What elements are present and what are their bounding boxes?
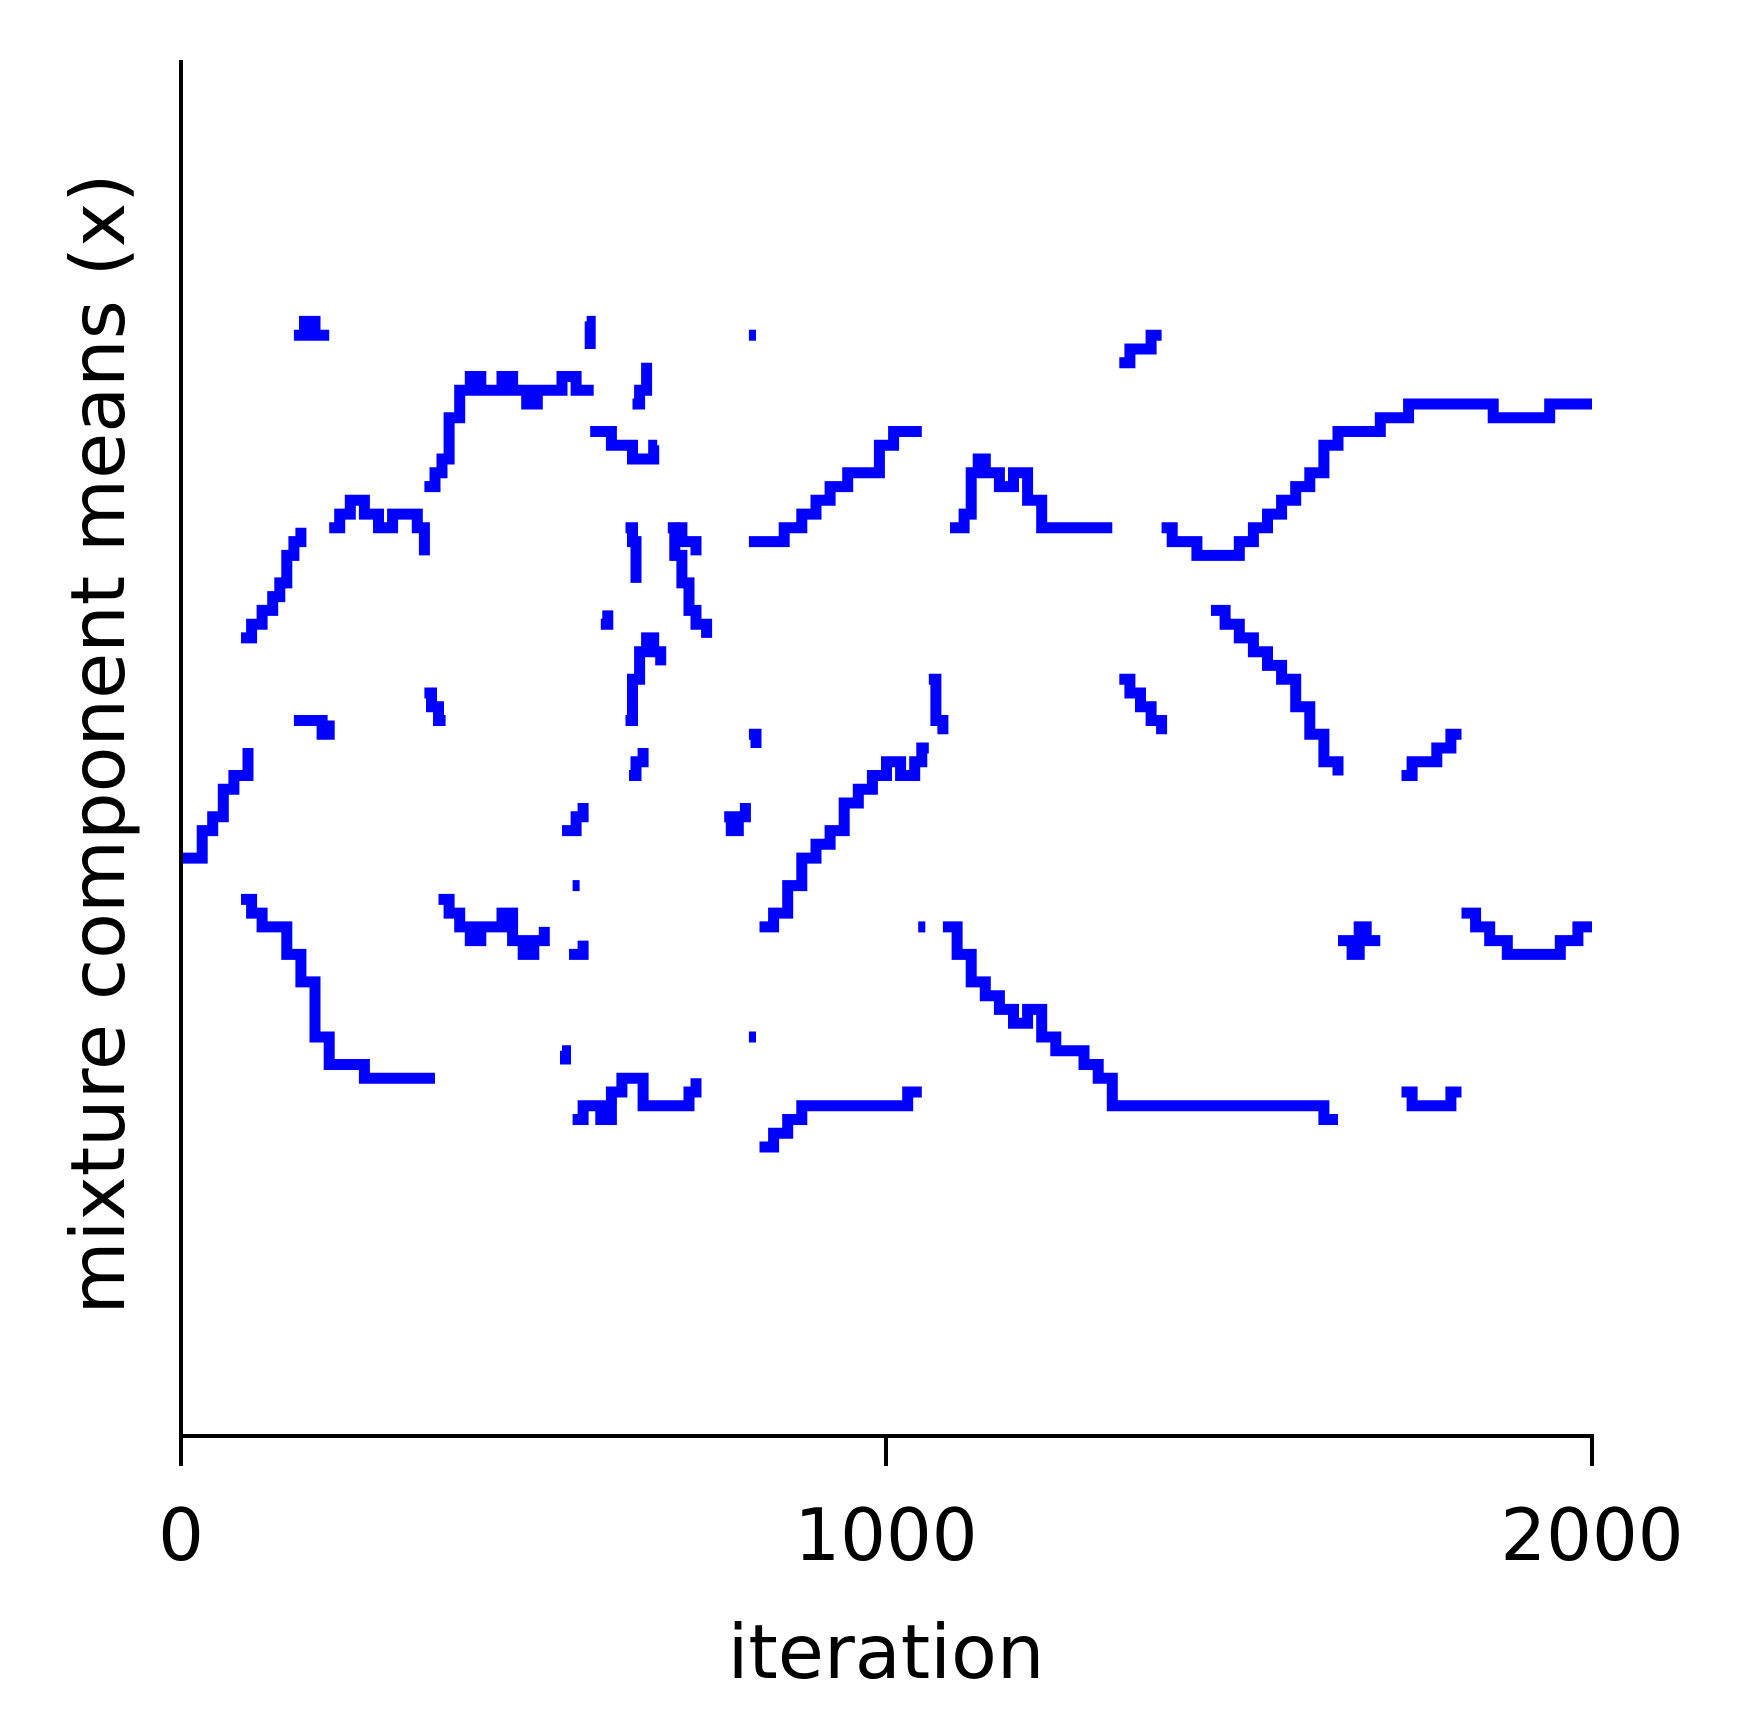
trace-segment-25 <box>748 728 762 748</box>
trace-segment-5 <box>329 494 430 556</box>
trace-segment-27 <box>748 426 922 548</box>
trace-segment-39 <box>1401 728 1462 781</box>
trace-segment-19 <box>629 748 649 781</box>
trace-segment-29 <box>759 1086 922 1153</box>
trace-segment-37 <box>1211 604 1344 776</box>
trace-segment-6 <box>424 371 594 493</box>
trace-segment-1 <box>241 527 307 644</box>
trace-segment-2 <box>241 893 435 1084</box>
trace-segment-31 <box>928 673 949 735</box>
trace-segment-12 <box>572 1072 702 1125</box>
trace-segment-40 <box>1401 1086 1462 1112</box>
trace-segment-18 <box>625 632 667 726</box>
trace-segment-16 <box>600 610 614 630</box>
trace-segment-10 <box>562 803 589 837</box>
y-axis-label: mixture component means (x) <box>54 173 142 1314</box>
trace-segment-28 <box>759 742 929 933</box>
x-tick-label-1000: 1000 <box>794 1493 977 1577</box>
trace-segment-23 <box>724 803 751 837</box>
trace-segment-14 <box>584 315 596 349</box>
trace-segment-8 <box>438 893 550 960</box>
trace-segment-32 <box>942 921 1338 1125</box>
trace-segment-11 <box>569 940 589 960</box>
trace-segment-35 <box>1119 673 1168 735</box>
trace-segment-7 <box>424 687 446 726</box>
plot-series <box>181 315 1592 1153</box>
x-axis-label: iteration <box>728 1608 1045 1696</box>
trace-segment-33 <box>950 453 1113 534</box>
trace-segment-9 <box>560 1045 571 1065</box>
trace-segment-15 <box>590 426 660 465</box>
trace-segment-36 <box>1161 398 1592 561</box>
trace-segment-0 <box>181 748 254 864</box>
trace-segment-38 <box>1338 921 1381 960</box>
trace-segment-17 <box>625 522 642 583</box>
trace-segment-34 <box>1119 329 1162 369</box>
trace-segment-41 <box>1461 907 1592 960</box>
trace-segment-22 <box>674 522 702 556</box>
trace-segment-21 <box>667 522 713 638</box>
x-tick-label-2000: 2000 <box>1500 1493 1683 1577</box>
x-tick-label-0: 0 <box>158 1493 204 1577</box>
trace-segment-4 <box>293 715 335 740</box>
trace-segment-20 <box>632 362 653 410</box>
trace-segment-3 <box>293 315 330 341</box>
